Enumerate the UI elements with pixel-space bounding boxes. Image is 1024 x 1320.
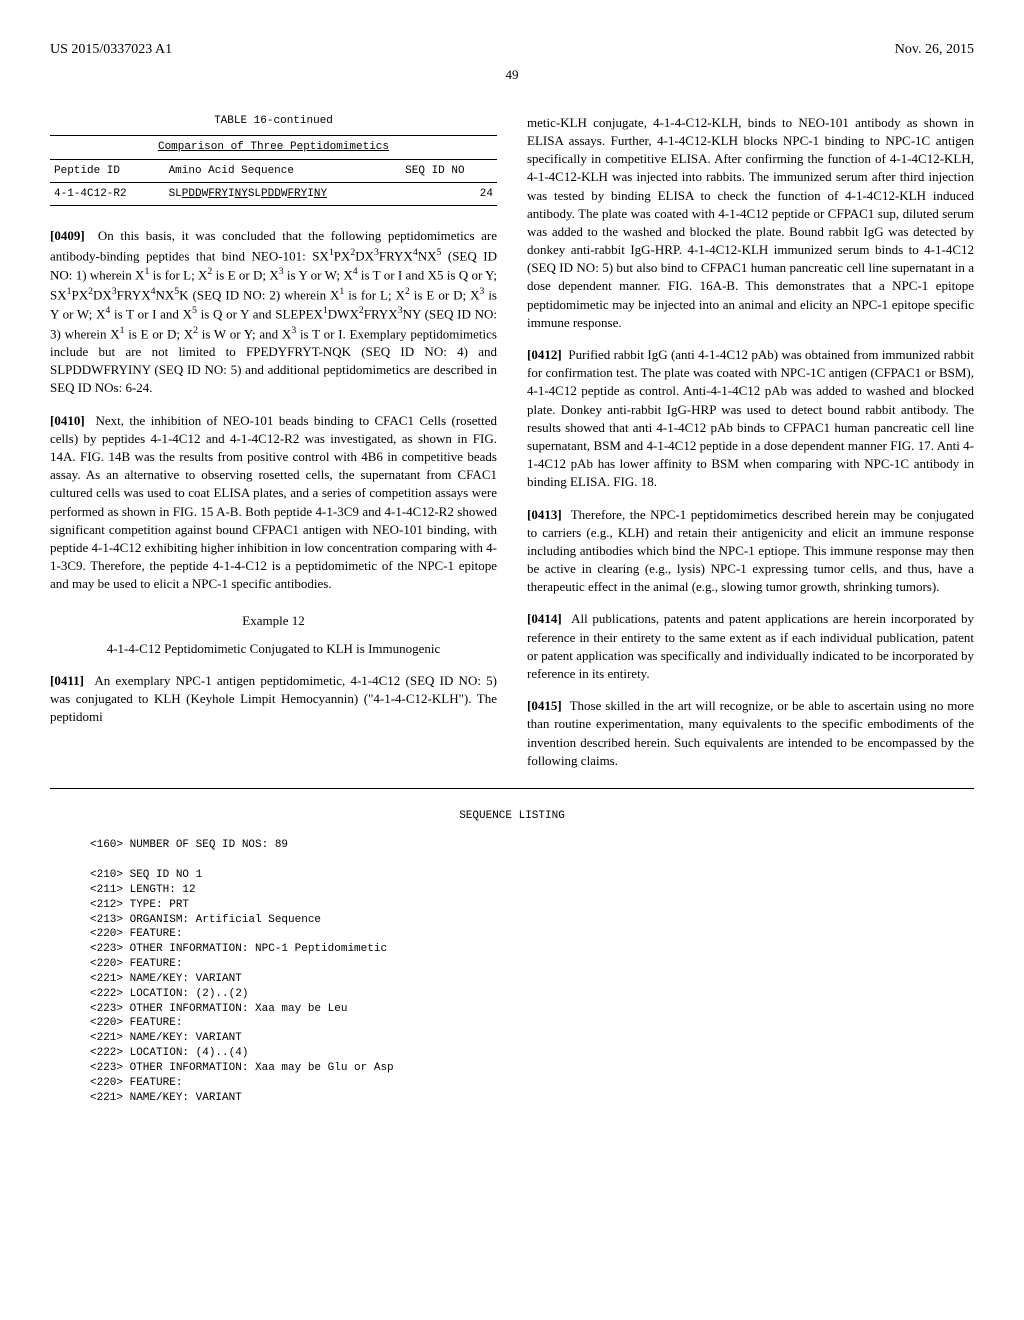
divider [50,788,974,789]
paragraph-0412: [0412] Purified rabbit IgG (anti 4-1-4C1… [527,346,974,492]
table-row-seq: SLPDDWFRYINYSLPDDWFRYINY [165,184,402,206]
table-row-no: 24 [401,184,497,206]
paragraph-0411: [0411] An exemplary NPC-1 antigen peptid… [50,672,497,727]
para-number: [0412] [527,347,562,362]
para-number: [0414] [527,611,562,626]
example-12-title: 4-1-4-C12 Peptidomimetic Conjugated to K… [50,640,497,658]
sequence-listing-label: SEQUENCE LISTING [50,809,974,824]
para-number: [0411] [50,673,84,688]
sequence-listing: <160> NUMBER OF SEQ ID NOS: 89 <210> SEQ… [90,838,974,1105]
para-number: [0410] [50,413,85,428]
page-header: US 2015/0337023 A1 Nov. 26, 2015 [50,40,974,60]
page-number: 49 [50,66,974,84]
para-number: [0409] [50,228,85,243]
right-column: metic-KLH conjugate, 4-1-4-C12-KLH, bind… [527,114,974,784]
publication-number: US 2015/0337023 A1 [50,40,172,60]
example-12-label: Example 12 [50,612,497,630]
table-16-caption: Comparison of Three Peptidomimetics [50,137,497,159]
paragraph-0414: [0414] All publications, patents and pat… [527,610,974,683]
para-number: [0413] [527,507,562,522]
left-column: TABLE 16-continued Comparison of Three P… [50,114,497,784]
publication-date: Nov. 26, 2015 [895,40,974,60]
paragraph-0409: [0409] On this basis, it was concluded t… [50,227,497,397]
paragraph-0411-cont: metic-KLH conjugate, 4-1-4-C12-KLH, bind… [527,114,974,332]
table-col-seq-id: SEQ ID NO [401,161,497,183]
two-column-body: TABLE 16-continued Comparison of Three P… [50,114,974,784]
table-16: Comparison of Three Peptidomimetics Pept… [50,135,497,207]
table-16-title: TABLE 16-continued [50,114,497,129]
table-col-aa-seq: Amino Acid Sequence [165,161,402,183]
paragraph-0415: [0415] Those skilled in the art will rec… [527,697,974,770]
paragraph-0410: [0410] Next, the inhibition of NEO-101 b… [50,412,497,594]
paragraph-0413: [0413] Therefore, the NPC-1 peptidomimet… [527,506,974,597]
para-number: [0415] [527,698,562,713]
table-col-peptide-id: Peptide ID [50,161,165,183]
table-row-id: 4-1-4C12-R2 [50,184,165,206]
